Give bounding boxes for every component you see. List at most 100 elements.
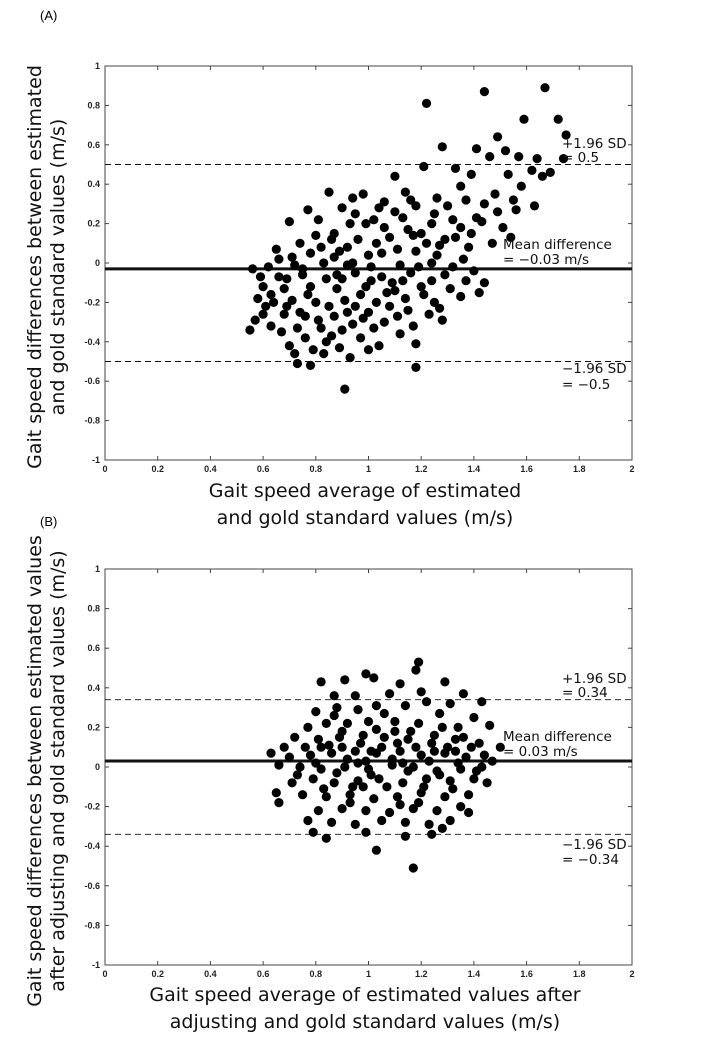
data-point (321, 792, 331, 802)
data-point (553, 114, 563, 124)
data-point (371, 724, 381, 735)
panel-label-b: (B) (40, 514, 57, 529)
data-point (311, 297, 321, 307)
data-point (416, 687, 426, 697)
data-point (342, 242, 352, 252)
data-point (276, 327, 287, 337)
data-point (403, 734, 413, 744)
x-axis-title: Gait speed average of estimated (209, 480, 521, 502)
data-point (321, 337, 331, 347)
data-point (461, 752, 471, 762)
data-point (382, 288, 392, 298)
data-point (466, 228, 476, 239)
data-point (348, 319, 358, 329)
x-tick-label: 0.6 (257, 969, 270, 979)
data-point (424, 309, 434, 319)
data-point (356, 333, 366, 343)
data-point (487, 238, 497, 248)
data-point (274, 760, 284, 770)
y-tick-label: 1 (95, 61, 100, 71)
data-point (469, 266, 479, 276)
data-point (305, 248, 316, 258)
data-point (458, 689, 468, 699)
data-point (387, 278, 397, 288)
data-point (429, 297, 439, 307)
data-point (300, 333, 310, 343)
data-point (411, 665, 421, 675)
x-tick-label: 2 (629, 969, 634, 979)
y-axis-title: and gold standard values (m/s) (47, 119, 69, 416)
y-axis-title: after adjusting and gold standard values… (47, 550, 69, 991)
data-point (443, 742, 453, 752)
data-point (282, 301, 292, 311)
data-point (379, 708, 389, 719)
data-point (429, 209, 439, 219)
data-point (287, 252, 297, 262)
data-point (400, 831, 410, 841)
y-tick-label: -0.4 (84, 841, 100, 851)
data-point (369, 673, 379, 683)
data-point (435, 708, 445, 719)
data-point (324, 301, 334, 311)
data-point (279, 742, 289, 752)
data-point (390, 171, 400, 181)
data-point (395, 679, 405, 689)
data-point (337, 726, 347, 737)
data-point (435, 770, 445, 780)
data-point (369, 794, 379, 804)
data-point (284, 341, 294, 351)
data-point (398, 213, 408, 223)
x-axis-title: Gait speed average of estimated values a… (149, 984, 580, 1006)
data-point (261, 301, 271, 311)
lower-loa-annotation: −1.96 SD (562, 361, 627, 377)
data-point (532, 154, 542, 164)
data-point (440, 270, 450, 280)
data-point (392, 738, 403, 748)
data-point (464, 242, 474, 252)
data-point (279, 309, 289, 319)
data-point (403, 224, 413, 235)
data-point (353, 705, 363, 715)
data-point (358, 730, 368, 740)
data-point (482, 778, 492, 788)
data-point (340, 762, 350, 772)
data-point (311, 758, 321, 768)
data-point (350, 746, 360, 756)
data-point (443, 201, 453, 211)
data-point (456, 222, 466, 233)
y-axis-title: Gait speed differences between estimated (24, 65, 46, 469)
data-point (379, 317, 389, 327)
data-point (295, 307, 305, 317)
data-point (363, 345, 374, 355)
x-tick-label: 1 (366, 969, 371, 979)
lower-loa-annotation: = −0.5 (562, 377, 610, 393)
data-point (332, 284, 342, 294)
upper-loa-annotation: +1.96 SD (562, 671, 627, 687)
data-point (295, 238, 305, 248)
y-tick-label: 1 (95, 564, 100, 574)
data-point (448, 215, 458, 225)
data-point (500, 146, 511, 156)
data-point (493, 207, 503, 217)
data-point (284, 752, 294, 762)
data-point (403, 766, 413, 776)
data-point (361, 669, 371, 679)
x-tick-label: 1.6 (520, 969, 533, 979)
data-point (419, 782, 429, 792)
data-point (385, 807, 395, 818)
x-tick-label: 0.2 (151, 969, 164, 979)
data-point (308, 345, 318, 355)
data-point (366, 770, 376, 780)
y-tick-label: 0 (95, 258, 100, 268)
x-tick-label: 0.8 (310, 464, 323, 474)
data-point (477, 217, 487, 227)
data-point (558, 154, 569, 164)
data-point (495, 742, 505, 752)
upper-loa-annotation: = 0.5 (562, 150, 599, 166)
data-point (453, 722, 463, 733)
data-point (398, 778, 408, 788)
upper-loa-annotation: +1.96 SD (562, 136, 627, 152)
data-point (485, 720, 495, 731)
data-point (458, 254, 468, 264)
data-point (414, 718, 424, 729)
